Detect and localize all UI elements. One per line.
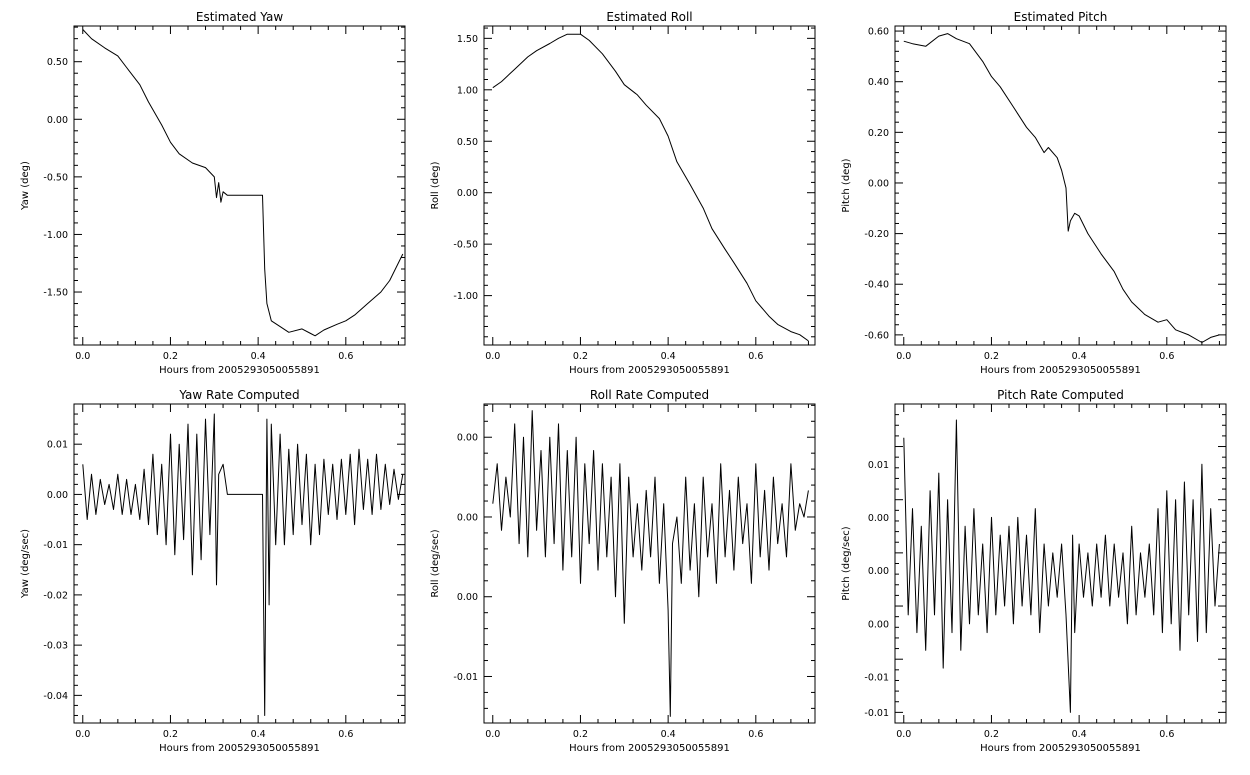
- panel-6-x-tick-label: 0.0: [896, 729, 911, 740]
- panel-1-y-tick-label: -1.00: [43, 230, 68, 241]
- panel-4-y-tick-label: 0.01: [47, 440, 68, 451]
- panel-6-y-tick-label: 0.00: [868, 566, 889, 577]
- panel-1-y-tick-label: 0.50: [47, 57, 68, 68]
- panel-3-y-axis-label: Pitch (deg): [841, 158, 852, 212]
- panel-6-x-tick-label: 0.4: [1072, 729, 1087, 740]
- panel-3-y-tick-label: 0.00: [868, 178, 889, 189]
- panel-6-y-tick-label: -0.01: [864, 672, 889, 683]
- panel-6-y-tick-label: 0.01: [868, 460, 889, 471]
- panel-6-x-tick-label: 0.6: [1159, 729, 1174, 740]
- panel-4: Yaw Rate Computed Hours from 200529305005…: [20, 388, 406, 754]
- panel-1-x-tick-label: 0.4: [251, 351, 266, 362]
- panel-4-y-tick-label: -0.02: [43, 590, 68, 601]
- panel-2-y-tick-label: 1.50: [457, 34, 478, 45]
- panel-4-x-tick-label: 0.6: [338, 729, 353, 740]
- panel-6-series-line: [903, 419, 1220, 713]
- panel-1-y-tick-label: 0.00: [47, 115, 68, 126]
- panel-2-x-tick-label: 0.0: [485, 351, 500, 362]
- panel-2-x-axis-label: Hours from 2005293050055891: [569, 365, 730, 376]
- panel-1: Estimated Yaw Hours from 2005293050055891…: [20, 10, 406, 376]
- panel-5-x-tick-label: 0.0: [485, 729, 500, 740]
- panel-5-title: Roll Rate Computed: [590, 388, 709, 402]
- panel-3-series-line: [903, 33, 1220, 343]
- panel-4-y-tick-label: -0.01: [43, 540, 68, 551]
- panel-5-plot-frame: [483, 403, 816, 724]
- panel-4-y-axis-label: Yaw (deg/sec): [20, 529, 31, 599]
- panel-4-plot-frame: [73, 403, 406, 724]
- panel-6-y-tick-label: -0.01: [864, 708, 889, 719]
- panel-5-x-tick-label: 0.4: [661, 729, 676, 740]
- panel-4-y-tick-label: 0.00: [47, 490, 68, 501]
- panel-2-y-tick-label: 1.00: [457, 85, 478, 96]
- panel-6-title: Pitch Rate Computed: [997, 388, 1124, 402]
- panel-2-y-axis-label: Roll (deg): [430, 161, 441, 209]
- panel-2-series-line: [492, 33, 809, 342]
- panel-3-y-tick-label: -0.20: [864, 229, 889, 240]
- panel-1-x-tick-label: 0.6: [338, 351, 353, 362]
- panel-2-title: Estimated Roll: [606, 10, 692, 24]
- panel-5-y-axis-label: Roll (deg/sec): [430, 529, 441, 597]
- panel-6-plot-frame: [894, 403, 1227, 724]
- panel-4-x-tick-label: 0.4: [251, 729, 266, 740]
- panel-6-y-axis-label: Pitch (deg/sec): [841, 526, 852, 601]
- panel-3-y-tick-label: -0.60: [864, 330, 889, 341]
- panel-3-x-tick-label: 0.6: [1159, 351, 1174, 362]
- panel-1-x-tick-label: 0.0: [75, 351, 90, 362]
- panel-4-title: Yaw Rate Computed: [178, 388, 299, 402]
- panel-4-y-tick-label: -0.03: [43, 641, 68, 652]
- panel-2: Estimated Roll Hours from 200529305005589…: [430, 10, 816, 376]
- panel-3-x-tick-label: 0.0: [896, 351, 911, 362]
- panel-1-y-tick-label: -0.50: [43, 172, 68, 183]
- panel-2-x-tick-label: 0.6: [748, 351, 763, 362]
- panel-4-x-axis-label: Hours from 2005293050055891: [159, 743, 320, 754]
- panel-3-x-axis-label: Hours from 2005293050055891: [980, 365, 1141, 376]
- panel-2-x-tick-label: 0.4: [661, 351, 676, 362]
- panel-3-y-tick-label: 0.60: [868, 27, 889, 38]
- panel-5-series-line: [492, 410, 809, 717]
- panel-3-y-tick-label: 0.20: [868, 128, 889, 139]
- panel-6-y-tick-label: 0.00: [868, 513, 889, 524]
- panel-3-y-tick-label: 0.40: [868, 77, 889, 88]
- panel-1-title: Estimated Yaw: [196, 10, 283, 24]
- panel-6-x-axis-label: Hours from 2005293050055891: [980, 743, 1141, 754]
- panel-1-y-axis-label: Yaw (deg): [20, 161, 31, 211]
- panel-3-x-tick-label: 0.4: [1072, 351, 1087, 362]
- panel-2-y-tick-label: -1.00: [453, 291, 478, 302]
- panel-5-y-tick-label: -0.01: [453, 672, 478, 683]
- panel-2-y-tick-label: -0.50: [453, 240, 478, 251]
- panel-3-plot-frame: [894, 25, 1227, 346]
- panel-1-y-tick-label: -1.50: [43, 288, 68, 299]
- panel-3-y-tick-label: -0.40: [864, 280, 889, 291]
- panel-3-title: Estimated Pitch: [1014, 10, 1108, 24]
- panel-2-y-tick-label: 0.00: [457, 188, 478, 199]
- panel-4-x-tick-label: 0.2: [163, 729, 178, 740]
- panel-5-y-tick-label: 0.00: [457, 512, 478, 523]
- panel-5-x-tick-label: 0.6: [748, 729, 763, 740]
- panel-2-x-tick-label: 0.2: [573, 351, 588, 362]
- panel-3: Estimated Pitch Hours from 20052930500558…: [841, 10, 1227, 376]
- panel-5: Roll Rate Computed Hours from 20052930500…: [430, 388, 816, 754]
- panel-1-x-axis-label: Hours from 2005293050055891: [159, 365, 320, 376]
- panel-5-x-axis-label: Hours from 2005293050055891: [569, 743, 730, 754]
- panel-6: Pitch Rate Computed Hours from 2005293050…: [841, 388, 1227, 754]
- panel-4-y-tick-label: -0.04: [43, 691, 68, 702]
- panel-1-x-tick-label: 0.2: [163, 351, 178, 362]
- panel-6-y-tick-label: 0.00: [868, 619, 889, 630]
- panel-1-series-line: [82, 29, 404, 337]
- panel-4-series-line: [82, 413, 404, 716]
- panel-2-plot-frame: [483, 25, 816, 346]
- panel-4-x-tick-label: 0.0: [75, 729, 90, 740]
- panel-1-plot-frame: [73, 25, 406, 346]
- panel-3-x-tick-label: 0.2: [984, 351, 999, 362]
- panel-5-x-tick-label: 0.2: [573, 729, 588, 740]
- panel-2-y-tick-label: 0.50: [457, 137, 478, 148]
- panel-5-y-tick-label: 0.00: [457, 433, 478, 444]
- panel-5-y-tick-label: 0.00: [457, 592, 478, 603]
- panel-6-x-tick-label: 0.2: [984, 729, 999, 740]
